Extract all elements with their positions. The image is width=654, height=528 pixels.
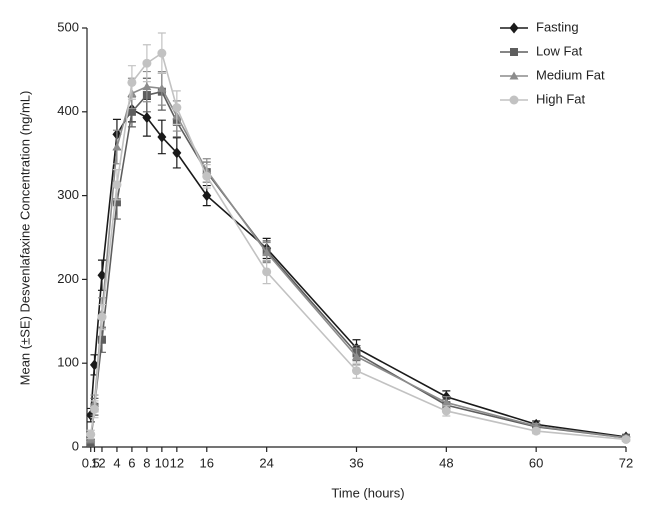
data-point [86, 429, 96, 439]
data-point [441, 406, 451, 416]
data-point [97, 312, 107, 322]
x-tick-label: 4 [113, 455, 120, 470]
data-point [352, 351, 361, 360]
x-tick-label: 2 [98, 455, 105, 470]
data-point [352, 366, 361, 376]
data-point [112, 198, 121, 207]
data-point [112, 142, 122, 151]
x-tick-label: 8 [143, 455, 150, 470]
legend-marker [510, 48, 518, 56]
data-point [127, 77, 137, 87]
legend-marker [509, 22, 519, 34]
legend-label: Low Fat [536, 43, 583, 58]
x-axis-label: Time (hours) [331, 485, 404, 500]
x-tick-label: 36 [349, 455, 363, 470]
x-tick-label: 1 [91, 455, 98, 470]
legend-label: High Fat [536, 91, 586, 106]
y-tick-label: 0 [72, 438, 79, 453]
data-point [157, 48, 167, 58]
data-point [621, 434, 631, 444]
y-tick-label: 300 [57, 187, 79, 202]
y-axis-label: Mean (±SE) Desvenlafaxine Concentration … [17, 91, 32, 386]
y-tick-label: 200 [57, 271, 79, 286]
data-point [202, 190, 212, 202]
data-point [172, 103, 182, 113]
data-point [262, 248, 272, 257]
series-line [89, 85, 627, 439]
data-point [142, 112, 152, 124]
data-point [89, 404, 99, 414]
data-point [441, 398, 451, 407]
data-point [127, 107, 136, 116]
data-point [262, 267, 272, 277]
series-line [89, 90, 627, 443]
x-tick-label: 12 [170, 455, 184, 470]
x-tick-label: 6 [128, 455, 135, 470]
series-line [89, 108, 627, 438]
data-point [157, 83, 167, 92]
series-line [89, 51, 627, 441]
legend-label: Fasting [536, 19, 579, 34]
legend-marker [509, 71, 519, 80]
data-point [531, 426, 541, 436]
data-point [157, 131, 167, 143]
data-point [172, 147, 182, 159]
data-point [112, 180, 122, 190]
data-point [142, 82, 152, 91]
data-point [142, 58, 152, 68]
data-point [97, 335, 106, 344]
x-tick-label: 0.5 [82, 455, 100, 470]
data-point [202, 171, 212, 181]
y-tick-label: 400 [57, 103, 79, 118]
x-tick-label: 24 [259, 455, 273, 470]
legend-marker [509, 95, 519, 105]
data-point [97, 269, 107, 281]
y-tick-label: 500 [57, 19, 79, 34]
x-tick-label: 60 [529, 455, 543, 470]
x-tick-label: 72 [619, 455, 633, 470]
x-tick-label: 10 [155, 455, 169, 470]
x-tick-label: 48 [439, 455, 453, 470]
legend-label: Medium Fat [536, 67, 605, 82]
x-tick-label: 16 [200, 455, 214, 470]
y-tick-label: 100 [57, 355, 79, 370]
